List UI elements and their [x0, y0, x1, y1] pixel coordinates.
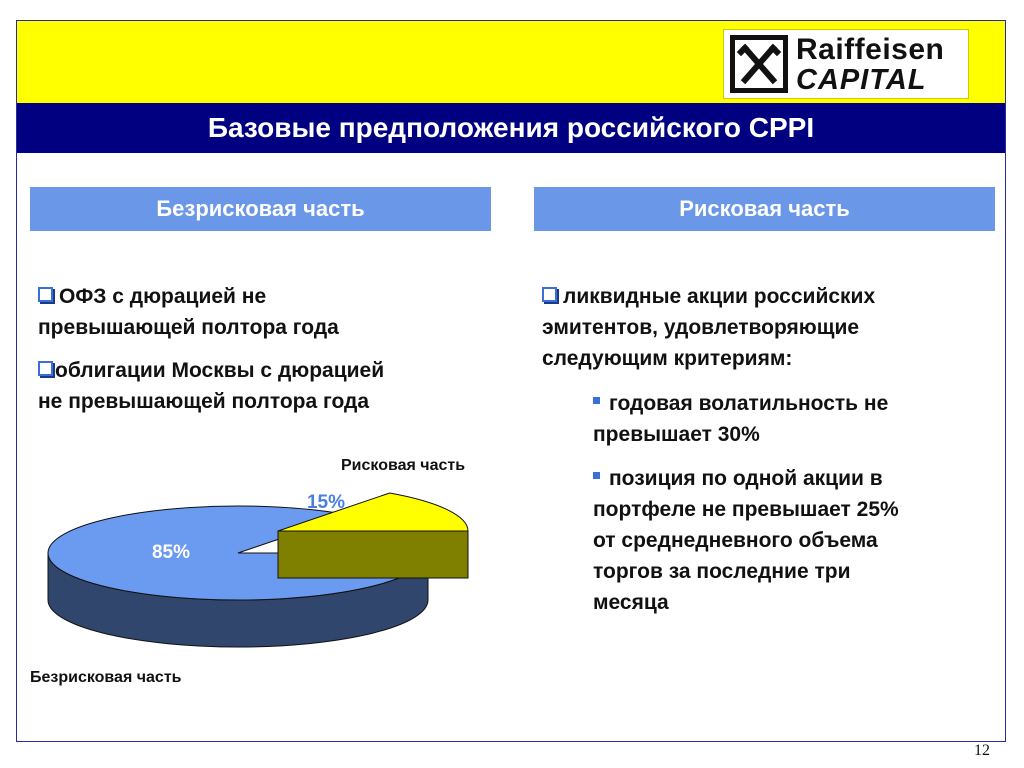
sub-bullet-2-line5: месяца [593, 591, 669, 614]
slide-frame [16, 20, 1006, 742]
left-bullet-1: ОФЗ с дюрацией не превышающей полтора го… [38, 281, 339, 343]
right-bullet-line3: следующим критериям: [542, 347, 793, 370]
left-bullet-1-line1: ОФЗ с дюрацией не [59, 285, 267, 308]
checkbox-bullet-icon [542, 287, 557, 302]
risky-value-label: 15% [307, 492, 345, 513]
sub-bullet-2: позиция по одной акции в портфеле не пре… [593, 463, 899, 618]
square-bullet-icon [593, 397, 600, 404]
sub-bullet-2-line4: торгов за последние три [593, 560, 851, 583]
riskless-part-header: Безрисковая часть [30, 187, 491, 231]
left-bullet-2-line2: не превышающей полтора года [38, 390, 370, 413]
right-bullet-line1: ликвидные акции российских [563, 285, 876, 308]
risky-slice-side [277, 530, 469, 579]
sub-bullet-2-line2: портфеле не превышает 25% [593, 498, 899, 521]
sub-bullet-2-line1: позиция по одной акции в [609, 467, 883, 490]
logo-wordmark: Raiffeisen CAPITAL [796, 33, 945, 96]
left-bullet-1-line2: превышающей полтора года [38, 316, 339, 339]
sub-bullet-1: годовая волатильность не превышает 30% [593, 388, 888, 450]
checkbox-bullet-icon [38, 287, 53, 302]
logo-text-capital: CAPITAL [796, 64, 927, 96]
page-number: 12 [974, 742, 990, 759]
sub-bullet-1-line2: превышает 30% [593, 423, 760, 446]
slide-title: Базовые предположения российского CPPI [17, 103, 1005, 153]
logo-text-raiffeisen: Raiffeisen [796, 33, 945, 66]
checkbox-bullet-icon [38, 361, 53, 376]
square-bullet-icon [593, 472, 600, 479]
left-bullet-2-line1: облигации Москвы с дюрацией [55, 359, 385, 382]
sub-bullet-2-line3: от среднедневного объема [593, 529, 878, 552]
left-bullet-2: облигации Москвы с дюрацией не превышающ… [38, 355, 384, 417]
risky-slice-top [277, 492, 469, 532]
right-bullet-line2: эмитентов, удовлетворяющие [542, 316, 860, 339]
right-bullet: ликвидные акции российских эмитентов, уд… [542, 281, 875, 374]
risky-part-pie-label: Рисковая часть [341, 457, 466, 474]
raiffeisen-capital-logo: Raiffeisen CAPITAL [723, 29, 969, 99]
sub-bullet-1-line1: годовая волатильность не [609, 392, 889, 415]
risky-part-header: Рисковая часть [534, 187, 995, 231]
safe-value-label: 85% [152, 542, 190, 563]
riskless-part-pie-label: Безрисковая часть [30, 669, 182, 686]
raiffeisen-gable-icon [730, 35, 788, 93]
